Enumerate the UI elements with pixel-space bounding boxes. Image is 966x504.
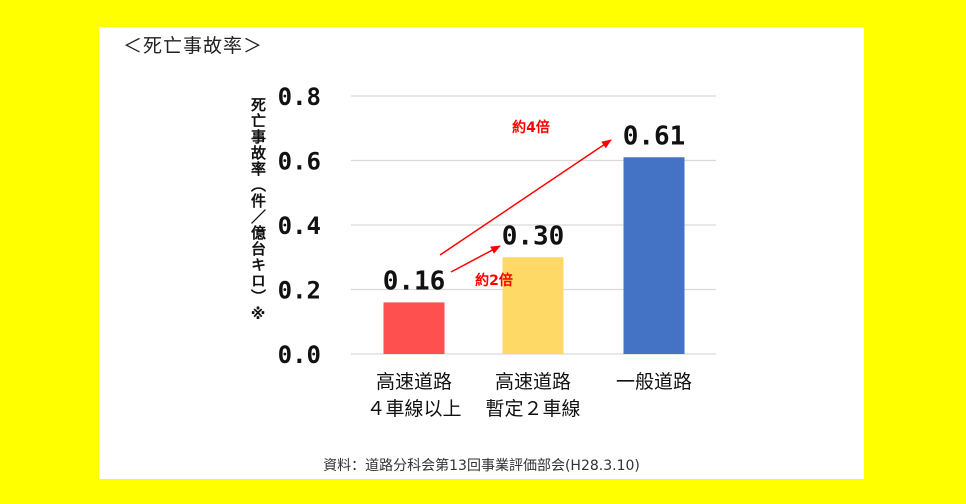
y-tick-label: 0.8 — [278, 83, 321, 111]
bar-2 — [502, 257, 564, 354]
chart-panel: ＜死亡事故率＞ 死亡事故率（件／億台キロ）※ 0.0 0.2 0.4 0.6 0.8 0.… — [99, 27, 864, 479]
source-note: 資料：道路分科会第13回事業評価部会(H28.3.10) — [323, 458, 640, 474]
y-tick-label: 0.2 — [278, 277, 321, 305]
bar-1 — [383, 302, 445, 354]
annotation-label: 約2倍 — [475, 272, 513, 289]
category-label: 一般道路 — [616, 371, 692, 393]
value-label: 0.30 — [502, 221, 565, 251]
annotation-arrow-1 — [450, 245, 501, 273]
value-label: 0.61 — [623, 121, 686, 151]
annotation-arrow-2 — [439, 139, 612, 256]
page-title: ＜死亡事故率＞ — [123, 35, 264, 57]
annotation-label: 約4倍 — [512, 119, 550, 136]
category-label: 暫定２車線 — [485, 398, 580, 420]
y-axis-label: 死亡事故率（件／億台キロ）※ — [249, 97, 267, 324]
value-label: 0.16 — [383, 266, 446, 296]
y-tick-label: 0.6 — [278, 148, 321, 176]
y-tick-label: 0.0 — [278, 341, 321, 369]
bar-chart: 0.0 0.2 0.4 0.6 0.8 0.16 高速道路 ４車線以上 0.30 高速道路暫定２車… — [278, 83, 716, 420]
category-label: 高速道路 — [376, 371, 452, 393]
bar-3 — [623, 157, 685, 354]
y-tick-label: 0.4 — [278, 212, 321, 240]
category-label: ４車線以上 — [366, 398, 461, 420]
category-label: 高速道路 — [495, 371, 571, 393]
